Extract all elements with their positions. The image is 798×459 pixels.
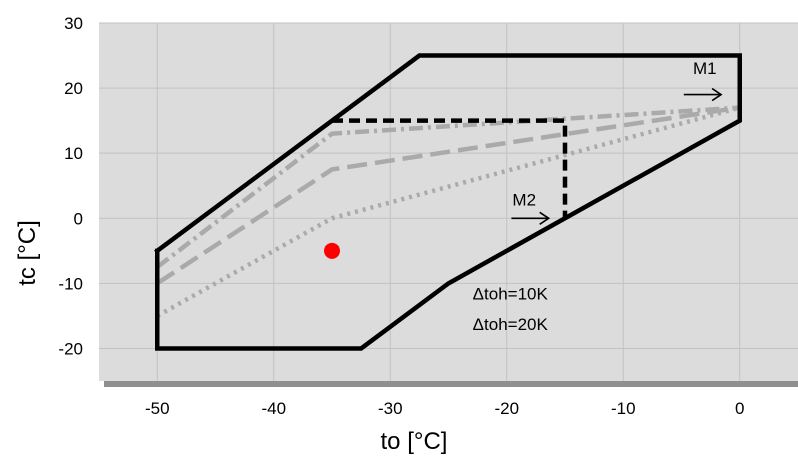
y-tick-label-4: 20 [64,79,83,98]
y-tick-labels: -20 -10 0 10 20 30 [58,14,83,358]
x-tick-label-2: -30 [378,399,403,418]
annotation-0: M1 [693,59,717,78]
x-tick-labels: -50 -40 -30 -20 -10 0 [145,399,745,418]
x-tick-label-0: -50 [145,399,170,418]
annotation-1: M2 [512,190,536,209]
y-tick-label-3: 10 [64,144,83,163]
y-tick-label-0: -20 [58,339,83,358]
annotation-arrow-head-1 [539,211,551,225]
annotation-2: Δtoh=10K [473,285,549,304]
x-tick-label-3: -20 [494,399,519,418]
marker-operating-point [324,242,340,259]
plot-area [99,23,798,381]
y-tick-label-2: 0 [74,209,83,228]
series-layer [154,53,742,351]
y-axis-label: tc [°C] [14,220,41,286]
x-axis-label: to [°C] [381,428,448,455]
series-line-1 [332,118,568,219]
annotation-3: Δtoh=20K [473,315,549,334]
series-line-2 [155,105,740,269]
series-line-4 [156,105,741,318]
annotation-layer: M1 M2 Δtoh=10K Δtoh=20K [473,59,723,334]
y-tick-label-5: 30 [64,14,83,33]
series-line-0 [154,53,742,351]
x-tick-label-4: -10 [611,399,636,418]
x-tick-label-5: 0 [735,399,744,418]
y-tick-label-1: -10 [58,274,83,293]
annotation-arrow-head-0 [711,87,723,102]
marker-layer [324,242,340,259]
series-line-3 [156,105,741,286]
x-tick-label-1: -40 [261,399,286,418]
